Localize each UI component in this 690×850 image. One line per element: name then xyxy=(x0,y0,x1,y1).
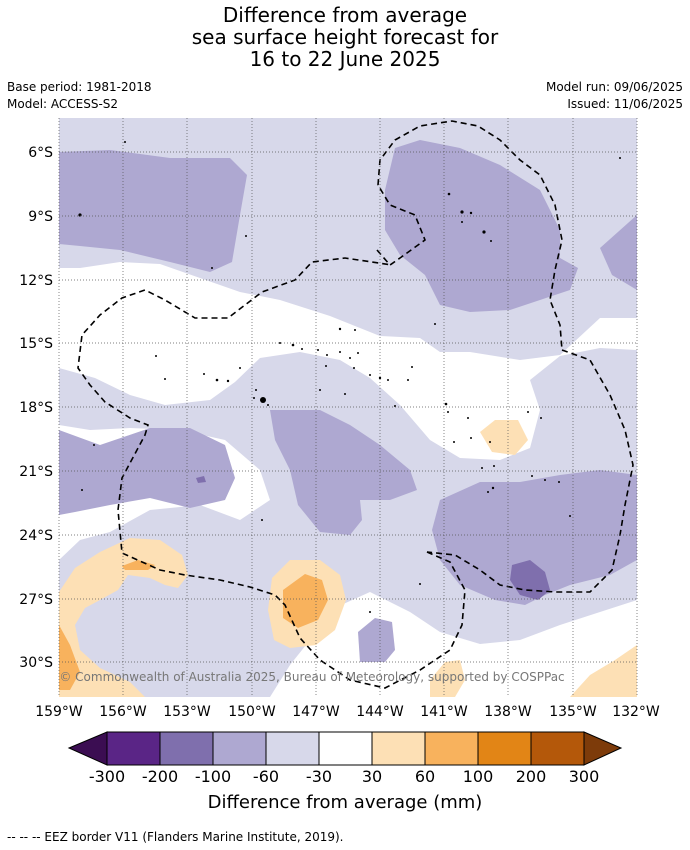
lat-label: 15°S xyxy=(19,336,53,352)
colorbar-label: -200 xyxy=(142,767,178,786)
anomaly-neg-30-60-small xyxy=(215,582,250,606)
lon-label: 147°W xyxy=(292,704,340,720)
graticule xyxy=(58,118,638,697)
colorbar-label: 200 xyxy=(516,767,547,786)
lat-label: 12°S xyxy=(19,273,53,289)
colorbar-label: -100 xyxy=(195,767,231,786)
anomaly-neg-60-100-center xyxy=(270,410,417,535)
lat-label: 18°S xyxy=(19,400,53,416)
colorbar-swatch xyxy=(530,731,585,766)
lat-label: 30°S xyxy=(19,655,53,671)
meta-left: Base period: 1981-2018 Model: ACCESS-S2 xyxy=(7,80,152,111)
colorbar-label: 300 xyxy=(569,767,600,786)
colorbar-label: 30 xyxy=(362,767,382,786)
eez-legend-footnote: -- -- -- EEZ border V11 (Flanders Marine… xyxy=(7,830,344,844)
anomaly-pos-30-60-southeast xyxy=(570,645,637,697)
latitude-labels: 6°S 9°S 12°S 15°S 18°S 21°S 24°S 27°S 30… xyxy=(19,145,53,671)
lat-label: 21°S xyxy=(19,464,53,480)
anomaly-fields xyxy=(59,118,637,697)
anomaly-pos-30-60-east xyxy=(480,420,528,455)
anomaly-pos-30-60-west xyxy=(59,538,188,697)
longitude-labels: 159°W 156°W 153°W 150°W 147°W 144°W 141°… xyxy=(35,704,660,720)
eez-border-french-polynesia-north xyxy=(376,120,563,351)
lat-label: 24°S xyxy=(19,528,53,544)
lon-label: 135°W xyxy=(549,704,597,720)
lon-label: 150°W xyxy=(228,704,276,720)
anomaly-neg-100-200-small xyxy=(196,476,206,483)
colorbar-swatch xyxy=(212,731,267,766)
anomaly-neg-60-100-northeast xyxy=(385,140,578,312)
colorbar-swatch xyxy=(424,731,479,766)
colorbar-title: Difference from average (mm) xyxy=(207,792,483,813)
model-run: Model run: 09/06/2025 xyxy=(545,80,683,94)
colorbar-swatch xyxy=(265,731,320,766)
colorbar-label: -30 xyxy=(306,767,332,786)
colorbar xyxy=(67,731,623,766)
title-line-2: sea surface height forecast for xyxy=(191,25,499,49)
lon-label: 138°W xyxy=(484,704,532,720)
anomaly-pos-30-60-south xyxy=(430,660,465,697)
colorbar-swatch xyxy=(318,731,373,766)
issued-date: Issued: 11/06/2025 xyxy=(567,97,683,111)
colorbar-swatch xyxy=(371,731,426,766)
anomaly-pos-60-100-west-edge xyxy=(59,625,80,690)
colorbar-swatch xyxy=(159,731,214,766)
colorbar-label: -300 xyxy=(89,767,125,786)
lon-label: 141°W xyxy=(420,704,468,720)
anomaly-neg-60-100-northwest xyxy=(59,150,247,272)
lat-label: 27°S xyxy=(19,592,53,608)
base-period: Base period: 1981-2018 xyxy=(7,80,152,94)
anomaly-pos-60-100-center xyxy=(283,574,328,628)
colorbar-above-max xyxy=(583,731,623,766)
model-name: Model: ACCESS-S2 xyxy=(7,97,119,111)
lat-label: 9°S xyxy=(28,209,53,225)
eez-border-south xyxy=(77,257,466,689)
lat-label: 6°S xyxy=(28,145,53,161)
colorbar-label: 60 xyxy=(415,767,435,786)
colorbar-label: -60 xyxy=(253,767,279,786)
anomaly-neg-60-100-southeast xyxy=(432,470,637,605)
title-line-3: 16 to 22 June 2025 xyxy=(249,47,441,71)
colorbar-swatch xyxy=(477,731,532,766)
title-line-1: Difference from average xyxy=(222,3,468,27)
anomaly-neg-100-200 xyxy=(510,560,550,600)
lon-label: 144°W xyxy=(356,704,404,720)
anomaly-pos-60-100-small xyxy=(122,560,155,570)
islands xyxy=(78,141,621,613)
lon-label: 153°W xyxy=(163,704,211,720)
colorbar-below-min xyxy=(67,731,108,766)
anomaly-neg-60-100-west xyxy=(59,428,235,515)
colorbar-swatch xyxy=(106,731,161,766)
meta-right: Model run: 09/06/2025 Issued: 11/06/2025 xyxy=(546,80,683,111)
copyright-text: © Commonwealth of Australia 2025, Bureau… xyxy=(59,670,564,684)
anomaly-neg-60-100-south xyxy=(358,618,395,662)
lon-label: 132°W xyxy=(612,704,660,720)
lon-label: 156°W xyxy=(99,704,147,720)
lon-label: 159°W xyxy=(35,704,83,720)
colorbar-labels: -300 -200 -100 -60 -30 30 60 100 200 300 xyxy=(89,767,599,786)
chart-title: Difference from average sea surface heig… xyxy=(0,4,690,70)
anomaly-neg-60-100-east-edge xyxy=(600,215,637,290)
colorbar-label: 100 xyxy=(463,767,494,786)
